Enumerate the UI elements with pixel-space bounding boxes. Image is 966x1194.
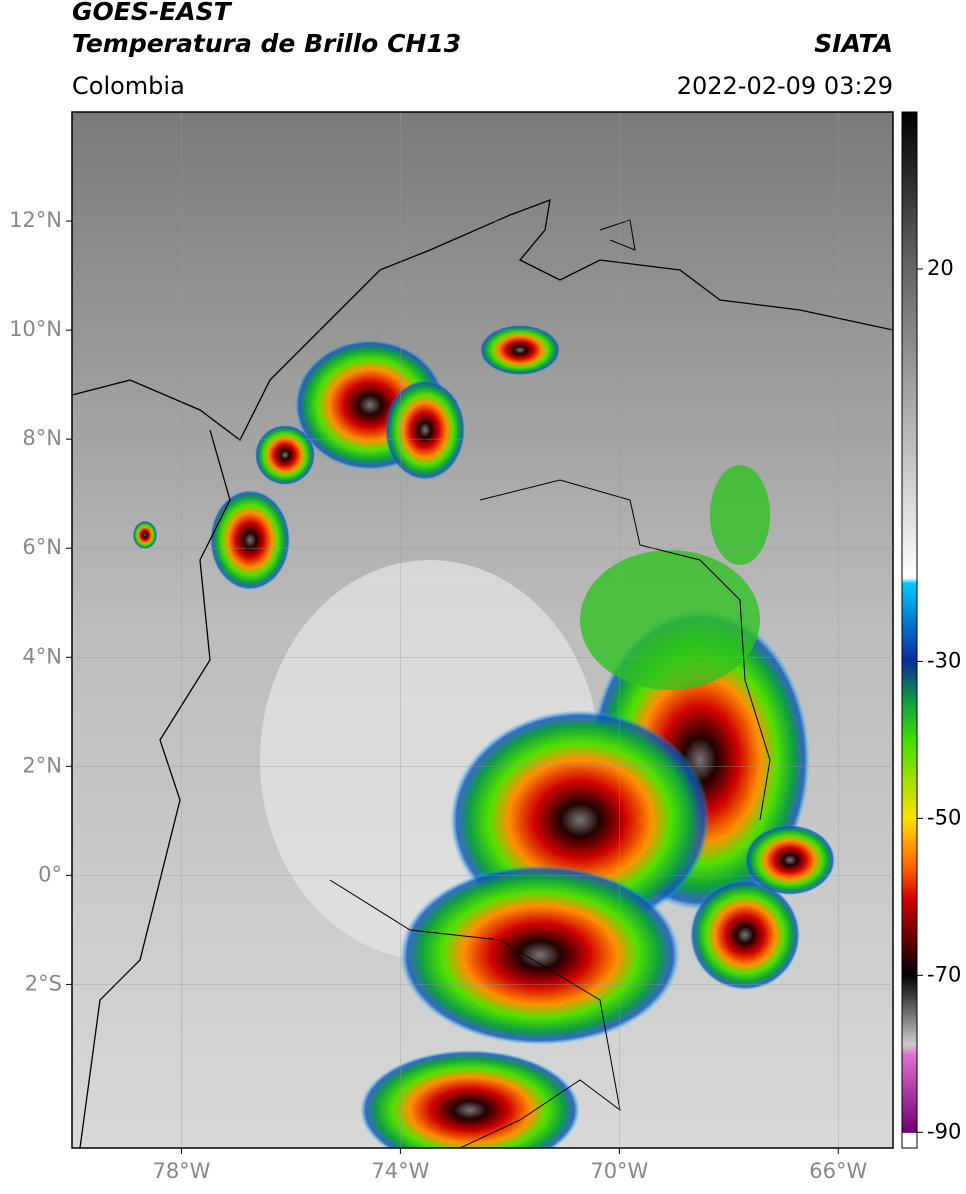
x-tick-label: 70°W bbox=[590, 1159, 648, 1183]
title: GOES-EAST bbox=[72, 0, 233, 26]
map-frame bbox=[71, 111, 894, 1149]
y-tick-label: 2°N bbox=[22, 753, 62, 777]
y-tick-label: 2°S bbox=[25, 971, 62, 995]
colorbar-tick-label: -90 bbox=[927, 1119, 961, 1143]
y-tick-label: 12°N bbox=[9, 208, 62, 232]
region: Colombia bbox=[72, 72, 185, 100]
colorbar bbox=[901, 111, 918, 1149]
datetime: 2022-02-09 03:29 bbox=[677, 72, 893, 100]
x-tick-label: 78°W bbox=[152, 1159, 210, 1183]
y-tick-label: 10°N bbox=[9, 317, 62, 341]
colorbar-tick-label: -70 bbox=[927, 962, 961, 986]
colorbar-tick-label: -30 bbox=[927, 648, 961, 672]
satellite-image bbox=[72, 112, 893, 1148]
title: Temperatura de Brillo CH13 bbox=[72, 29, 461, 58]
y-tick-label: 0° bbox=[38, 862, 62, 886]
source: SIATA bbox=[814, 29, 893, 58]
x-tick-label: 66°W bbox=[809, 1159, 867, 1183]
colorbar-tick-label: -50 bbox=[927, 805, 961, 829]
y-tick-label: 6°N bbox=[22, 535, 62, 559]
colorbar-tick-label: 20 bbox=[927, 256, 954, 280]
y-tick-label: 4°N bbox=[22, 644, 62, 668]
x-tick-label: 74°W bbox=[371, 1159, 429, 1183]
y-tick-label: 8°N bbox=[22, 426, 62, 450]
